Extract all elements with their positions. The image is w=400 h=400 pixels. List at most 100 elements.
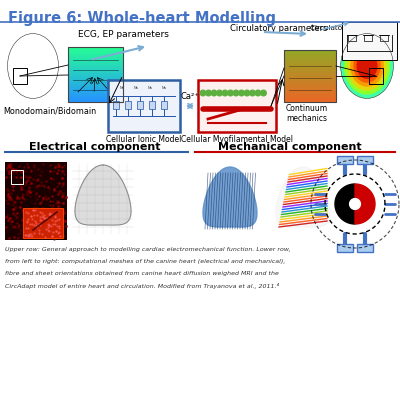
Bar	[68, 95, 123, 96]
Text: Upper row: General approach to modelling cardiac electromechanical function. Low: Upper row: General approach to modelling…	[5, 247, 291, 252]
Ellipse shape	[347, 41, 387, 91]
Bar	[11, 170, 23, 184]
Bar	[68, 47, 123, 48]
Bar	[68, 64, 123, 65]
Bar	[68, 53, 123, 54]
Bar	[68, 51, 123, 52]
Bar	[68, 72, 123, 73]
Bar	[284, 96, 336, 97]
Bar	[68, 79, 123, 80]
Text: Cellular Myofilamental Model: Cellular Myofilamental Model	[181, 135, 293, 144]
Bar	[68, 65, 123, 66]
Bar	[68, 87, 123, 88]
Bar	[68, 98, 123, 99]
Polygon shape	[355, 184, 375, 224]
Text: fibre and sheet orientations obtained from canine heart diffusion weighed MRI an: fibre and sheet orientations obtained fr…	[5, 271, 279, 276]
Text: CircAdapt model of entire heart and circulation. Modified from Trayanova et al.,: CircAdapt model of entire heart and circ…	[5, 283, 279, 289]
Bar	[68, 60, 123, 61]
Text: Mechanical component: Mechanical component	[218, 142, 362, 152]
Bar	[68, 61, 123, 62]
Bar	[68, 54, 123, 55]
Ellipse shape	[356, 53, 378, 79]
Circle shape	[233, 90, 239, 96]
Bar	[284, 84, 336, 85]
Bar	[284, 85, 336, 86]
Bar	[284, 50, 336, 102]
Bar	[161, 101, 167, 109]
Bar	[284, 63, 336, 64]
Bar	[68, 96, 123, 97]
Bar	[137, 101, 143, 109]
Bar	[284, 82, 336, 83]
Bar	[284, 54, 336, 55]
Circle shape	[228, 90, 233, 96]
Bar	[68, 67, 123, 68]
Bar	[68, 90, 123, 91]
Bar	[68, 91, 123, 92]
Bar	[68, 58, 123, 59]
Bar	[68, 97, 123, 98]
Bar	[68, 101, 123, 102]
Bar	[357, 156, 373, 164]
Bar	[380, 35, 388, 41]
Bar	[284, 97, 336, 98]
Bar	[68, 71, 123, 72]
Text: Circulatory parameters: Circulatory parameters	[230, 24, 328, 33]
Circle shape	[261, 90, 266, 96]
Bar	[348, 35, 356, 41]
Bar	[68, 77, 123, 78]
Bar	[284, 90, 336, 91]
Bar	[68, 84, 123, 85]
Polygon shape	[203, 167, 257, 227]
Bar	[68, 82, 123, 83]
Bar	[284, 58, 336, 59]
Bar	[125, 101, 131, 109]
Bar	[284, 50, 336, 51]
Bar	[284, 70, 336, 71]
Ellipse shape	[353, 49, 381, 83]
Bar	[284, 99, 336, 100]
Bar	[68, 81, 123, 82]
Bar	[68, 78, 123, 79]
Bar	[198, 80, 276, 132]
Bar	[68, 93, 123, 94]
Bar	[68, 88, 123, 89]
Bar	[68, 47, 123, 102]
Bar	[284, 74, 336, 75]
Text: Monodomain/Bidomain: Monodomain/Bidomain	[3, 106, 96, 115]
Circle shape	[244, 90, 250, 96]
Circle shape	[206, 90, 211, 96]
Bar	[284, 66, 336, 67]
Bar	[284, 51, 336, 52]
Bar	[68, 48, 123, 49]
Bar	[284, 77, 336, 78]
Bar	[68, 56, 123, 57]
Bar	[284, 69, 336, 70]
Bar	[68, 92, 123, 93]
Text: Figure 6: Whole-heart Modelling: Figure 6: Whole-heart Modelling	[8, 11, 276, 26]
Text: Cellular Ionic Model: Cellular Ionic Model	[106, 135, 182, 144]
Bar	[68, 74, 123, 75]
Bar	[68, 63, 123, 64]
Bar	[68, 69, 123, 70]
Bar	[284, 55, 336, 56]
Bar	[68, 57, 123, 58]
Bar	[284, 61, 336, 62]
Circle shape	[211, 90, 217, 96]
Bar	[284, 75, 336, 76]
Bar	[284, 94, 336, 95]
Circle shape	[217, 90, 222, 96]
Ellipse shape	[344, 38, 390, 94]
Bar	[284, 73, 336, 74]
Ellipse shape	[350, 45, 384, 87]
Text: from left to right: computational meshes of the canine heart (electrical and mec: from left to right: computational meshes…	[5, 259, 285, 264]
Bar	[337, 156, 353, 164]
Text: Circulatory system: Circulatory system	[310, 25, 378, 31]
Bar	[284, 95, 336, 96]
Circle shape	[222, 90, 228, 96]
Text: Continuum
mechanics: Continuum mechanics	[286, 104, 328, 123]
Bar	[5, 162, 67, 240]
Bar	[284, 83, 336, 84]
Bar	[284, 81, 336, 82]
Text: ECG, EP parameters: ECG, EP parameters	[78, 30, 169, 39]
